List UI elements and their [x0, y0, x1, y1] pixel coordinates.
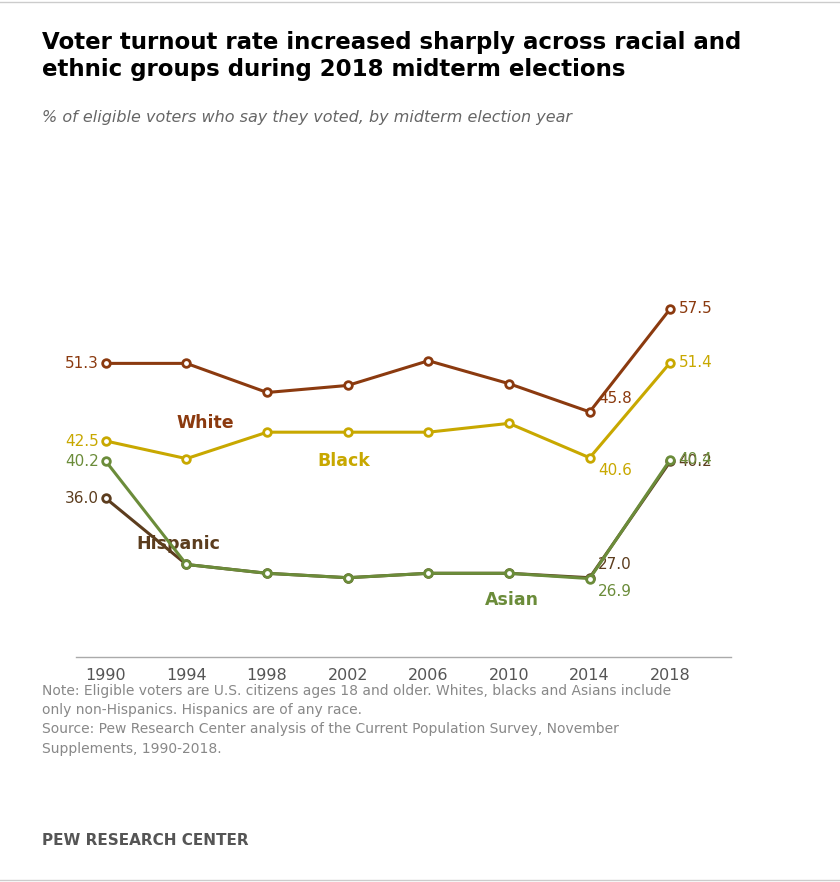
Text: PEW RESEARCH CENTER: PEW RESEARCH CENTER — [42, 833, 249, 848]
Text: 42.5: 42.5 — [66, 433, 99, 449]
Text: 40.6: 40.6 — [598, 463, 632, 478]
Text: Hispanic: Hispanic — [136, 535, 220, 553]
Text: Source: Pew Research Center analysis of the Current Population Survey, November: Source: Pew Research Center analysis of … — [42, 722, 619, 736]
Text: Asian: Asian — [485, 591, 538, 609]
Text: 40.2: 40.2 — [679, 453, 712, 469]
Text: 26.9: 26.9 — [598, 584, 632, 599]
Text: Note: Eligible voters are U.S. citizens ages 18 and older. Whites, blacks and As: Note: Eligible voters are U.S. citizens … — [42, 684, 671, 698]
Text: 51.4: 51.4 — [679, 355, 712, 370]
Text: 36.0: 36.0 — [65, 490, 99, 506]
Text: 51.3: 51.3 — [65, 355, 99, 371]
Text: % of eligible voters who say they voted, by midterm election year: % of eligible voters who say they voted,… — [42, 110, 572, 125]
Text: 57.5: 57.5 — [679, 301, 712, 317]
Text: 27.0: 27.0 — [598, 557, 632, 572]
Text: Black: Black — [318, 452, 370, 470]
Text: Voter turnout rate increased sharply across racial and
ethnic groups during 2018: Voter turnout rate increased sharply acr… — [42, 31, 741, 81]
Text: White: White — [176, 415, 234, 432]
Text: Supplements, 1990-2018.: Supplements, 1990-2018. — [42, 742, 222, 756]
Text: 40.4: 40.4 — [679, 452, 712, 467]
Text: 40.2: 40.2 — [66, 453, 99, 469]
Text: only non-Hispanics. Hispanics are of any race.: only non-Hispanics. Hispanics are of any… — [42, 703, 362, 717]
Text: 45.8: 45.8 — [598, 392, 632, 407]
